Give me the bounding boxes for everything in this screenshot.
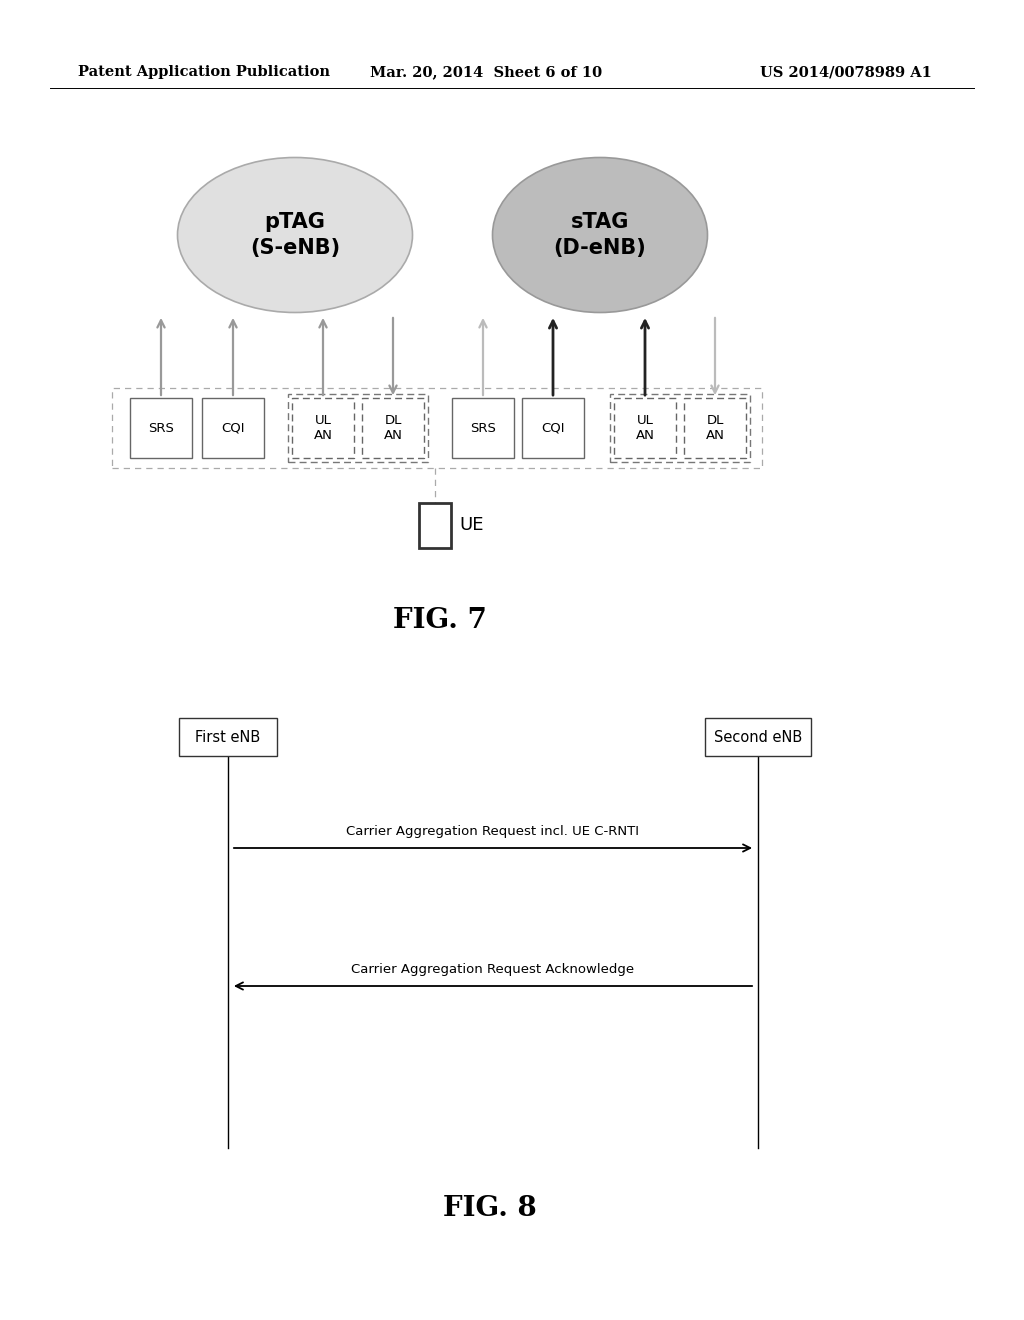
Text: FIG. 7: FIG. 7 (393, 606, 487, 634)
Bar (684, 399, 746, 458)
Text: DL
AN: DL AN (384, 414, 402, 442)
Text: US 2014/0078989 A1: US 2014/0078989 A1 (760, 65, 932, 79)
Bar (452, 399, 514, 458)
Text: CQI: CQI (542, 421, 565, 434)
Text: Mar. 20, 2014  Sheet 6 of 10: Mar. 20, 2014 Sheet 6 of 10 (370, 65, 602, 79)
Text: SRS: SRS (148, 421, 174, 434)
Bar (705, 718, 811, 756)
Text: SRS: SRS (470, 421, 496, 434)
Text: First eNB: First eNB (196, 730, 261, 744)
Text: Carrier Aggregation Request incl. UE C-RNTI: Carrier Aggregation Request incl. UE C-R… (346, 825, 640, 838)
Text: CQI: CQI (221, 421, 245, 434)
Bar (292, 399, 354, 458)
Bar (288, 393, 428, 462)
Bar (419, 503, 451, 548)
Text: Second eNB: Second eNB (714, 730, 802, 744)
Text: UE: UE (459, 516, 483, 535)
Bar (610, 393, 750, 462)
Text: Carrier Aggregation Request Acknowledge: Carrier Aggregation Request Acknowledge (351, 964, 635, 977)
Text: sTAG
(D-eNB): sTAG (D-eNB) (554, 211, 646, 259)
Bar (130, 399, 193, 458)
Ellipse shape (493, 157, 708, 313)
Ellipse shape (177, 157, 413, 313)
Text: UL
AN: UL AN (636, 414, 654, 442)
Bar (179, 718, 278, 756)
Text: DL
AN: DL AN (706, 414, 724, 442)
Bar (362, 399, 424, 458)
Text: pTAG
(S-eNB): pTAG (S-eNB) (250, 211, 340, 259)
Text: FIG. 8: FIG. 8 (443, 1195, 537, 1221)
Text: Patent Application Publication: Patent Application Publication (78, 65, 330, 79)
Bar (202, 399, 264, 458)
Bar (522, 399, 584, 458)
Bar (614, 399, 676, 458)
Bar (112, 388, 762, 469)
Text: UL
AN: UL AN (313, 414, 333, 442)
